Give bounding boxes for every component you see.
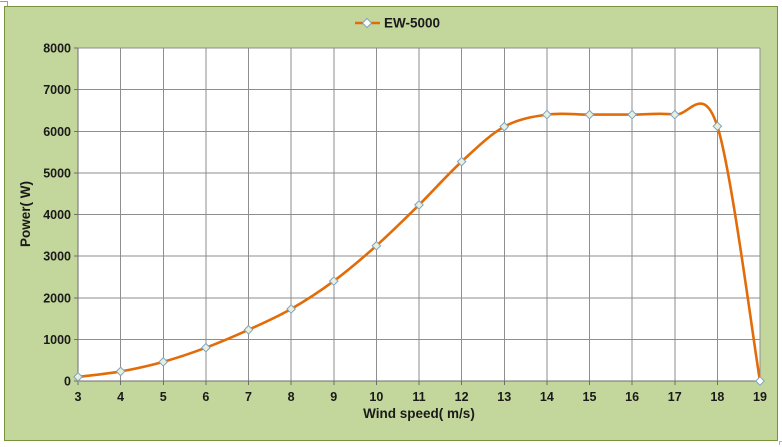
legend-label: EW-5000 xyxy=(384,16,440,31)
series-markers xyxy=(73,109,765,386)
data-point-marker xyxy=(499,121,510,132)
svg-text:4: 4 xyxy=(117,390,124,404)
power-curve-chart: 3 4 5 6 7 8 9 10 11 12 13 14 15 16 17 18 19 0 1000 2000 3000… xyxy=(18,16,767,422)
svg-text:10: 10 xyxy=(369,390,383,404)
data-point-marker xyxy=(712,121,723,132)
data-point-marker xyxy=(627,109,638,120)
data-point-marker xyxy=(286,304,297,314)
data-point-marker xyxy=(755,376,765,386)
svg-text:6: 6 xyxy=(202,390,209,404)
cell-border-artifact xyxy=(0,1,8,6)
chart-object[interactable]: 3 4 5 6 7 8 9 10 11 12 13 14 15 16 17 18 19 0 1000 2000 3000… xyxy=(4,6,778,441)
svg-text:0: 0 xyxy=(64,375,71,389)
data-point-marker xyxy=(669,109,680,120)
x-axis-title: Wind speed( m/s) xyxy=(363,406,475,421)
svg-text:7000: 7000 xyxy=(43,83,71,97)
y-axis-title: Power( W) xyxy=(18,181,33,247)
cell-border-artifact xyxy=(779,441,782,445)
data-point-marker xyxy=(456,156,467,167)
data-point-marker xyxy=(414,200,424,210)
svg-text:17: 17 xyxy=(668,390,682,404)
svg-text:16: 16 xyxy=(625,390,639,404)
svg-text:8000: 8000 xyxy=(43,42,71,56)
svg-text:5000: 5000 xyxy=(43,166,71,180)
data-point-marker xyxy=(584,109,595,120)
data-point-marker xyxy=(243,324,254,335)
svg-text:7: 7 xyxy=(245,390,252,404)
svg-text:9: 9 xyxy=(330,390,337,404)
svg-text:6000: 6000 xyxy=(43,125,71,139)
tick-labels: 3 4 5 6 7 8 9 10 11 12 13 14 15 16 17 18 19 0 1000 2000 3000… xyxy=(43,42,767,405)
data-point-marker xyxy=(73,371,83,382)
svg-text:11: 11 xyxy=(412,390,425,404)
legend-diamond-marker-icon xyxy=(361,17,373,29)
svg-text:8: 8 xyxy=(288,390,295,404)
svg-text:1000: 1000 xyxy=(43,333,71,347)
series-ew-5000 xyxy=(73,102,765,386)
legend: EW-5000 xyxy=(355,16,440,31)
svg-text:19: 19 xyxy=(753,390,767,404)
data-point-marker xyxy=(115,366,126,377)
svg-text:18: 18 xyxy=(710,390,724,404)
gridlines xyxy=(78,47,761,381)
svg-text:2000: 2000 xyxy=(43,291,71,305)
svg-text:4000: 4000 xyxy=(43,208,71,222)
svg-text:3: 3 xyxy=(75,390,82,404)
svg-text:14: 14 xyxy=(540,390,554,404)
data-point-marker xyxy=(371,240,382,251)
svg-text:3000: 3000 xyxy=(43,250,71,264)
svg-text:5: 5 xyxy=(160,390,167,404)
data-point-marker xyxy=(328,276,339,287)
svg-text:13: 13 xyxy=(497,390,511,404)
data-point-marker xyxy=(200,342,211,353)
data-point-marker xyxy=(541,109,552,120)
data-point-marker xyxy=(158,356,169,367)
svg-text:12: 12 xyxy=(455,390,469,404)
svg-text:15: 15 xyxy=(583,390,597,404)
